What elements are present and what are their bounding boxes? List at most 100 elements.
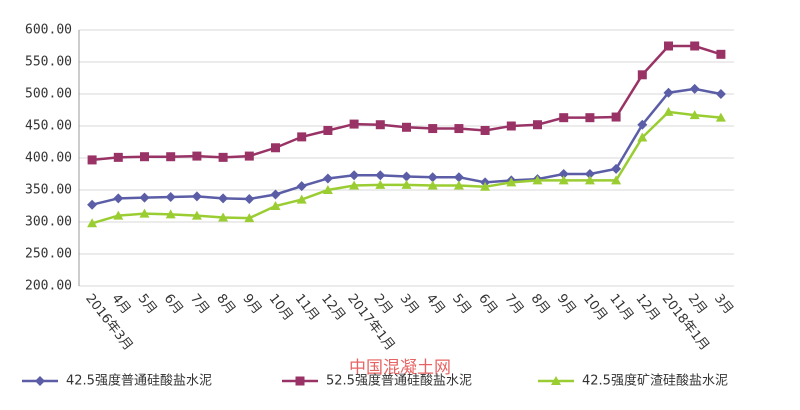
point	[716, 49, 726, 59]
x-tick-label: 11月	[606, 291, 636, 324]
point	[506, 177, 517, 187]
point	[166, 152, 176, 162]
legend-label: 42.5强度矿渣硅酸盐水泥	[582, 373, 728, 389]
point	[244, 213, 255, 223]
point	[480, 125, 490, 135]
point	[611, 163, 622, 174]
point	[218, 193, 229, 204]
point	[323, 125, 333, 135]
point	[559, 113, 569, 123]
point	[663, 106, 674, 116]
point	[584, 169, 595, 179]
x-tick-label: 10月	[580, 291, 610, 324]
point	[715, 89, 726, 99]
point	[296, 194, 307, 204]
x-tick-label: 12月	[632, 291, 662, 324]
point	[401, 179, 412, 189]
x-tick-label: 11月	[292, 291, 322, 324]
point	[664, 41, 673, 51]
point	[689, 83, 700, 94]
point	[427, 172, 438, 183]
point	[87, 218, 98, 228]
point	[270, 189, 281, 200]
point	[191, 210, 202, 220]
point	[244, 193, 255, 204]
point	[453, 180, 464, 190]
x-tick-label: 8月	[213, 291, 238, 317]
point	[584, 175, 595, 185]
point	[35, 376, 45, 386]
point	[637, 132, 648, 142]
point	[270, 201, 281, 210]
x-tick-label: 9月	[239, 291, 264, 317]
y-tick-label: 400.00	[25, 151, 72, 166]
point	[585, 113, 595, 123]
point	[87, 199, 98, 210]
point	[715, 112, 726, 122]
point	[551, 376, 561, 385]
point	[296, 181, 307, 192]
point	[637, 70, 647, 80]
point	[349, 119, 359, 129]
point	[271, 143, 280, 153]
y-tick-label: 300.00	[25, 215, 72, 230]
point	[689, 110, 700, 120]
x-tick-label: 5月	[449, 291, 474, 317]
y-tick-label: 450.00	[25, 119, 72, 134]
point	[480, 181, 491, 191]
point	[87, 155, 97, 165]
point	[113, 152, 123, 162]
point	[532, 175, 543, 185]
point	[558, 169, 569, 179]
legend-label: 42.5强度普通硅酸盐水泥	[66, 373, 212, 389]
y-tick-label: 500.00	[25, 87, 72, 102]
point	[165, 192, 176, 203]
point	[139, 208, 150, 218]
x-tick-label: 3月	[711, 291, 736, 317]
x-tick-label: 7月	[501, 291, 526, 317]
x-tick-label: 3月	[397, 291, 422, 317]
point	[295, 376, 305, 386]
point	[611, 175, 622, 185]
point	[453, 172, 464, 183]
point	[139, 192, 150, 203]
x-tick-label: 10月	[266, 291, 296, 324]
x-tick-label: 6月	[161, 291, 186, 317]
point	[402, 122, 411, 132]
point	[165, 209, 176, 219]
point	[454, 124, 464, 134]
point	[611, 112, 621, 122]
point	[428, 124, 438, 134]
point	[244, 151, 254, 161]
point	[663, 87, 674, 98]
point	[533, 120, 542, 130]
x-tick-label: 4月	[423, 291, 448, 317]
x-tick-label: 8月	[528, 291, 553, 317]
x-tick-label: 9月	[554, 291, 579, 317]
y-tick-label: 200.00	[25, 279, 72, 294]
y-tick-label: 600.00	[25, 23, 72, 38]
point	[375, 170, 386, 181]
point	[375, 120, 385, 130]
y-tick-label: 250.00	[25, 247, 72, 262]
point	[349, 170, 360, 181]
point	[192, 151, 202, 161]
point	[349, 180, 360, 190]
legend-label: 52.5强度普通硅酸盐水泥	[326, 373, 472, 389]
point	[401, 171, 412, 182]
point	[322, 173, 333, 184]
series-line	[91, 44, 722, 162]
y-tick-label: 350.00	[25, 183, 72, 198]
point	[637, 119, 648, 130]
watermark: 中国混凝土网	[349, 358, 451, 378]
x-tick-label: 12月	[318, 291, 348, 324]
point	[191, 191, 202, 202]
point	[427, 180, 438, 190]
point	[113, 210, 124, 220]
point	[506, 121, 516, 131]
y-tick-label: 550.00	[25, 55, 72, 70]
x-tick-label: 5月	[135, 291, 160, 317]
point	[322, 185, 333, 194]
point	[558, 175, 569, 185]
